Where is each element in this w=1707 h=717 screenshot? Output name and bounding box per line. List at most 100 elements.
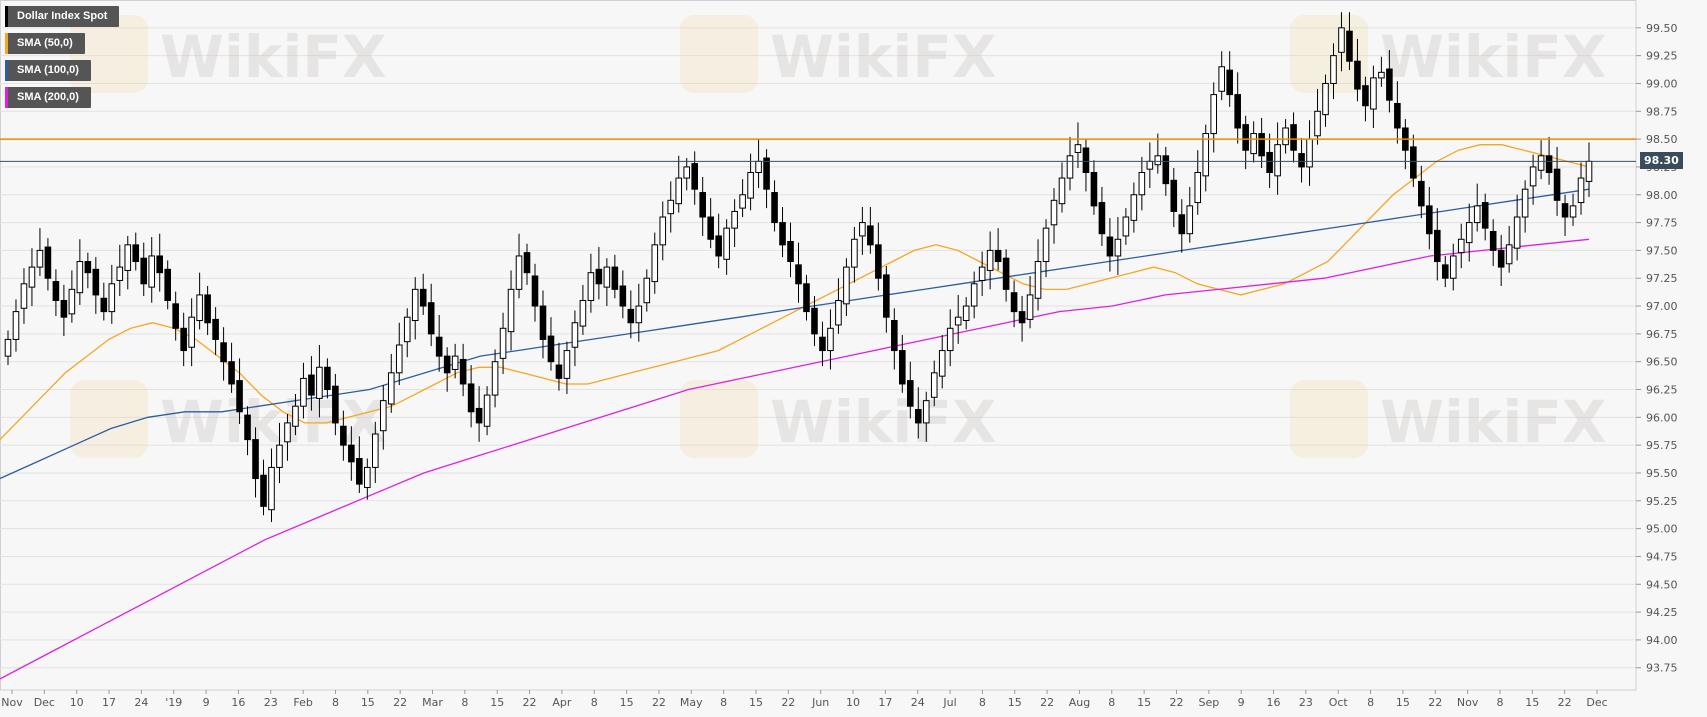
candle-body-up: [499, 327, 507, 359]
candle-body-down: [906, 380, 914, 407]
y-tick-label: 99.25: [1646, 50, 1678, 63]
candle-body-down: [707, 216, 714, 240]
candle: [52, 269, 60, 317]
candle-body-down: [140, 257, 148, 285]
legend-item-sma200[interactable]: SMA (200,0): [5, 87, 91, 108]
candle: [914, 387, 922, 439]
candle-body-up: [986, 249, 994, 271]
candle: [124, 235, 132, 290]
candle: [188, 298, 195, 367]
candle-body-up: [946, 327, 954, 352]
legend-item-sma100[interactable]: SMA (100,0): [5, 60, 91, 81]
candle: [531, 263, 539, 322]
candle: [763, 149, 770, 209]
candle-body-up: [36, 249, 44, 268]
candle-body-up: [1218, 66, 1225, 92]
candle: [1242, 115, 1249, 170]
legend-item-sma50[interactable]: SMA (50,0): [5, 33, 85, 54]
x-tick-label: 23: [264, 696, 278, 709]
candle-body-down: [891, 320, 898, 352]
candle: [372, 421, 379, 483]
candle: [419, 273, 427, 315]
candle: [619, 270, 627, 319]
y-tick-label: 95.75: [1646, 439, 1678, 452]
candle: [483, 386, 491, 436]
candle: [1234, 72, 1241, 144]
candle-body-down: [1433, 229, 1441, 263]
candle-body-down: [1242, 124, 1249, 151]
candle: [691, 151, 698, 205]
sma-line-200: [0, 238, 1590, 680]
candle-body-down: [803, 283, 810, 313]
x-tick-label: 15: [490, 696, 504, 709]
candle: [1346, 12, 1353, 71]
candle-body-up: [954, 316, 962, 326]
candle-body-up: [970, 283, 978, 307]
candle-body-down: [1258, 133, 1265, 157]
candle-body-down: [619, 285, 627, 307]
candle: [930, 360, 938, 407]
candle: [1274, 122, 1281, 195]
candle: [1513, 194, 1521, 261]
x-tick-label: 8: [332, 696, 339, 709]
candle: [1082, 139, 1090, 192]
candle: [1394, 81, 1401, 144]
candle-body-up: [364, 466, 371, 488]
watermark: WikiFX: [1290, 380, 1607, 458]
legend-swatch-sma200: [5, 87, 8, 108]
x-tick-label: May: [680, 696, 703, 709]
candle: [1521, 180, 1529, 233]
candle: [1114, 217, 1122, 275]
candle: [36, 228, 44, 276]
candle: [308, 356, 315, 411]
candle: [1338, 12, 1345, 72]
watermark-logo: [680, 380, 758, 458]
candle-body-down: [787, 241, 794, 263]
candle: [1050, 188, 1058, 244]
candle: [1473, 183, 1481, 232]
candle: [20, 268, 28, 324]
candle-body-down: [1426, 205, 1433, 235]
candle: [92, 257, 100, 314]
candle: [1441, 255, 1449, 288]
candle: [1058, 162, 1066, 213]
candle: [228, 342, 235, 393]
watermark-text: WikiFX: [1380, 23, 1607, 91]
candle-body-down: [994, 249, 1002, 263]
candle-body-down: [1418, 180, 1425, 207]
watermark-logo: [70, 380, 148, 458]
candle-body-down: [180, 327, 187, 352]
candle: [1529, 154, 1537, 205]
candle: [739, 179, 746, 218]
candle-body-up: [1066, 155, 1074, 179]
candle: [1178, 199, 1186, 253]
candle-body-down: [92, 268, 100, 296]
x-tick-label: 8: [720, 696, 727, 709]
x-tick-label: 22: [523, 696, 537, 709]
candle-body-up: [1465, 222, 1473, 244]
candle-body-up: [483, 394, 491, 427]
legend-item-price[interactable]: Dollar Index Spot: [5, 6, 120, 27]
watermark-text: WikiFX: [1380, 388, 1607, 456]
x-tick-label: 17: [102, 696, 116, 709]
candle-body-down: [324, 366, 331, 391]
candle-body-down: [260, 474, 267, 507]
candle-body-down: [1106, 236, 1114, 257]
candle-body-up: [1026, 294, 1034, 320]
candle-body-down: [1386, 68, 1393, 101]
candle-body-down: [547, 335, 555, 363]
candle-body-up: [1282, 127, 1289, 146]
candle: [779, 207, 786, 258]
candle: [4, 330, 12, 366]
candle-body-up: [1146, 160, 1154, 170]
candle: [403, 308, 411, 358]
candle-body-down: [172, 303, 179, 329]
candle-body-up: [1330, 55, 1337, 84]
candle: [395, 322, 403, 386]
candle-body-up: [1130, 194, 1138, 221]
candle-body-down: [1234, 94, 1241, 129]
candle-body-up: [1138, 172, 1146, 196]
candle-body-down: [1010, 292, 1018, 313]
candle: [1433, 208, 1441, 281]
candle-body-down: [1545, 155, 1553, 174]
